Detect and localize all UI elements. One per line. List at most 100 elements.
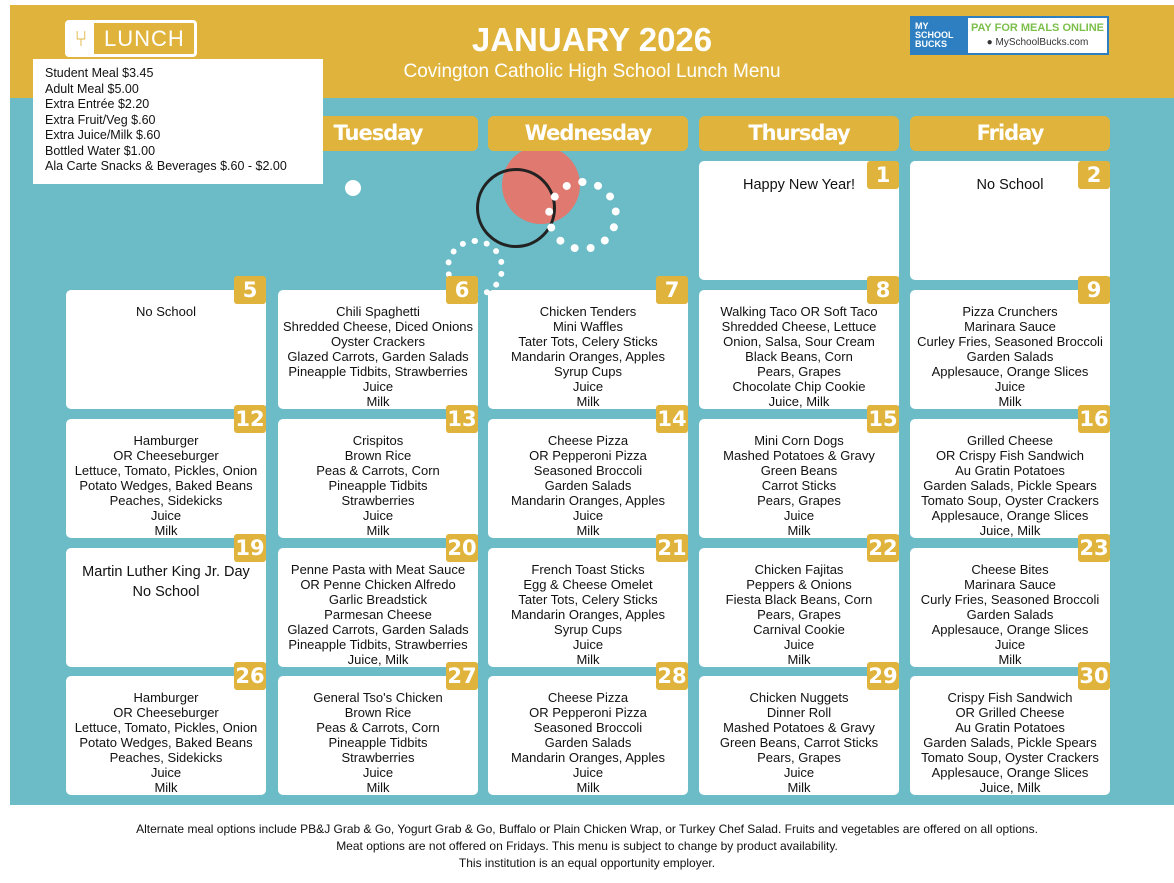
date-badge: 14 [656, 405, 688, 433]
menu-item: No School [976, 177, 1044, 193]
menu-item: Chicken Fajitas [754, 562, 844, 577]
menu-item: Milk [576, 523, 600, 538]
menu-item: Garden Salads [544, 478, 632, 493]
menu-item: Tater Tots, Celery Sticks [518, 334, 658, 349]
day-cell-13: 13 Crispitos Brown Rice Peas & Carrots, Cor… [278, 405, 478, 538]
menu-item: Strawberries [341, 750, 415, 765]
menu-item: Juice [362, 379, 394, 394]
day-cell-6: 6 Chili Spaghetti Shredded Cheese, Diced O… [278, 276, 478, 409]
menu-item: Juice [150, 765, 182, 780]
day-cell-20: 20 Penne Pasta with Meat Sauce OR Penne Ch… [278, 534, 478, 667]
menu-item: Brown Rice [344, 448, 412, 463]
menu-item: OR Penne Chicken Alfredo [300, 577, 456, 592]
menu-item: Milk [576, 780, 600, 795]
day-cell-12: 12 Hamburger OR Cheeseburger Lettuce, Tomat… [66, 405, 266, 538]
day-cell-1: 1 Happy New Year! [699, 161, 899, 280]
footer-line: Meat options are not offered on Fridays.… [336, 839, 838, 853]
menu-item: Juice [362, 765, 394, 780]
menu-item: Peaches, Sidekicks [109, 750, 223, 765]
menu-item: Shredded Cheese, Diced Onions [282, 319, 474, 334]
price-item: Extra Entrée $2.20 [45, 97, 150, 111]
menu-item: Grilled Cheese [967, 433, 1053, 448]
menu-item: Chicken Nuggets [749, 690, 849, 705]
menu-item: Pears, Grapes [757, 364, 841, 379]
menu-item: Strawberries [341, 493, 415, 508]
price-item: Extra Juice/Milk $.60 [45, 128, 161, 142]
menu-item: OR Pepperoni Pizza [529, 705, 647, 720]
day-cell-2: 2 No School [910, 161, 1110, 280]
footer-line: Alternate meal options include PB&J Grab… [136, 822, 1038, 836]
menu-item: Juice [783, 508, 815, 523]
date-badge: 6 [446, 276, 478, 304]
day-cell-26: 26 Hamburger OR Cheeseburger Lettuce, Tomat… [66, 662, 266, 795]
decor-circle [476, 168, 556, 248]
menu-item: Pineapple Tidbits, Strawberries [288, 364, 468, 379]
menu-item: Green Beans, Carrot Sticks [719, 735, 879, 750]
day-cell-19: 19 Martin Luther King Jr. Day No School [66, 534, 266, 667]
menu-item: OR Cheeseburger [113, 448, 219, 463]
menu-item: Au Gratin Potatoes [955, 720, 1065, 735]
date-badge: 16 [1078, 405, 1110, 433]
calendar-area: MondayTuesdayWednesdayThursdayFriday1Hap… [10, 98, 1174, 805]
date-badge: 2 [1078, 161, 1110, 189]
msb-site[interactable]: ● MySchoolBucks.com [986, 37, 1089, 48]
menu-item: Juice [572, 765, 604, 780]
day-cell-21: 21 French Toast Sticks Egg & Cheese Omelet… [488, 534, 688, 667]
menu-item: No School [132, 584, 200, 600]
menu-item: Pineapple Tidbits [328, 735, 428, 750]
menu-item: Cheese Pizza [547, 690, 629, 705]
menu-item: Syrup Cups [554, 622, 622, 637]
menu-item: Glazed Carrots, Garden Salads [287, 622, 469, 637]
day-cell-14: 14 Cheese Pizza OR Pepperoni Pizza Seasoned… [488, 405, 688, 538]
menu-item: Syrup Cups [554, 364, 622, 379]
menu-item: Juice, Milk [979, 523, 1041, 538]
menu-item: Garden Salads [966, 607, 1054, 622]
price-item: Ala Carte Snacks & Beverages $.60 - $2.0… [45, 159, 287, 173]
date-badge: 23 [1078, 534, 1110, 562]
date-badge: 26 [234, 662, 266, 690]
price-item: Adult Meal $5.00 [45, 81, 139, 96]
menu-item: Egg & Cheese Omelet [523, 577, 653, 592]
menu-item: Seasoned Broccoli [533, 463, 643, 478]
menu-item: Chocolate Chip Cookie [732, 379, 866, 394]
menu-item: Lettuce, Tomato, Pickles, Onion [74, 720, 258, 735]
menu-item: Garden Salads, Pickle Spears [923, 478, 1097, 493]
myschoolbucks-banner[interactable]: MY SCHOOL BUCKS PAY FOR MEALS ONLINE ● MySc… [910, 16, 1109, 55]
decor-circle [545, 178, 620, 253]
menu-item: Mashed Potatoes & Gravy [723, 448, 875, 463]
menu-item: Chili Spaghetti [336, 304, 420, 319]
menu-item: Pears, Grapes [757, 607, 841, 622]
menu-item: Juice [994, 379, 1026, 394]
menu-item: Black Beans, Corn [745, 349, 853, 364]
menu-item: Milk [787, 523, 811, 538]
msb-site-text: MySchoolBucks.com [995, 37, 1089, 48]
menu-item: Hamburger [133, 433, 199, 448]
menu-item: Seasoned Broccoli [533, 720, 643, 735]
menu-item: OR Pepperoni Pizza [529, 448, 647, 463]
menu-item: OR Cheeseburger [113, 705, 219, 720]
menu-item: Potato Wedges, Baked Beans [79, 735, 253, 750]
date-badge: 27 [446, 662, 478, 690]
menu-item: Mashed Potatoes & Gravy [723, 720, 875, 735]
menu-item: Green Beans [760, 463, 838, 478]
menu-item: Garlic Breadstick [328, 592, 428, 607]
date-badge: 29 [867, 662, 899, 690]
menu-item: Carnival Cookie [753, 622, 845, 637]
date-badge: 28 [656, 662, 688, 690]
menu-item: Juice [572, 637, 604, 652]
day-cell-5: 5 No School [66, 276, 266, 409]
date-badge: 22 [867, 534, 899, 562]
footer-notes: Alternate meal options include PB&J Grab… [0, 821, 1174, 872]
menu-item: Curly Fries, Seasoned Broccoli [920, 592, 1100, 607]
day-cell-29: 29 Chicken Nuggets Dinner Roll Mashed Potat… [699, 662, 899, 795]
menu-item: Milk [576, 394, 600, 409]
menu-item: Milk [154, 780, 178, 795]
menu-item: French Toast Sticks [531, 562, 645, 577]
menu-item: Oyster Crackers [331, 334, 425, 349]
menu-item: Tomato Soup, Oyster Crackers [921, 493, 1099, 508]
day-cell-30: 30 Crispy Fish Sandwich OR Grilled Cheese A… [910, 662, 1110, 795]
menu-item: Peas & Carrots, Corn [316, 720, 440, 735]
menu-item: Milk [366, 523, 390, 538]
day-header-wednesday: Wednesday [488, 116, 688, 151]
page-title: JANUARY 2026 [471, 21, 713, 58]
